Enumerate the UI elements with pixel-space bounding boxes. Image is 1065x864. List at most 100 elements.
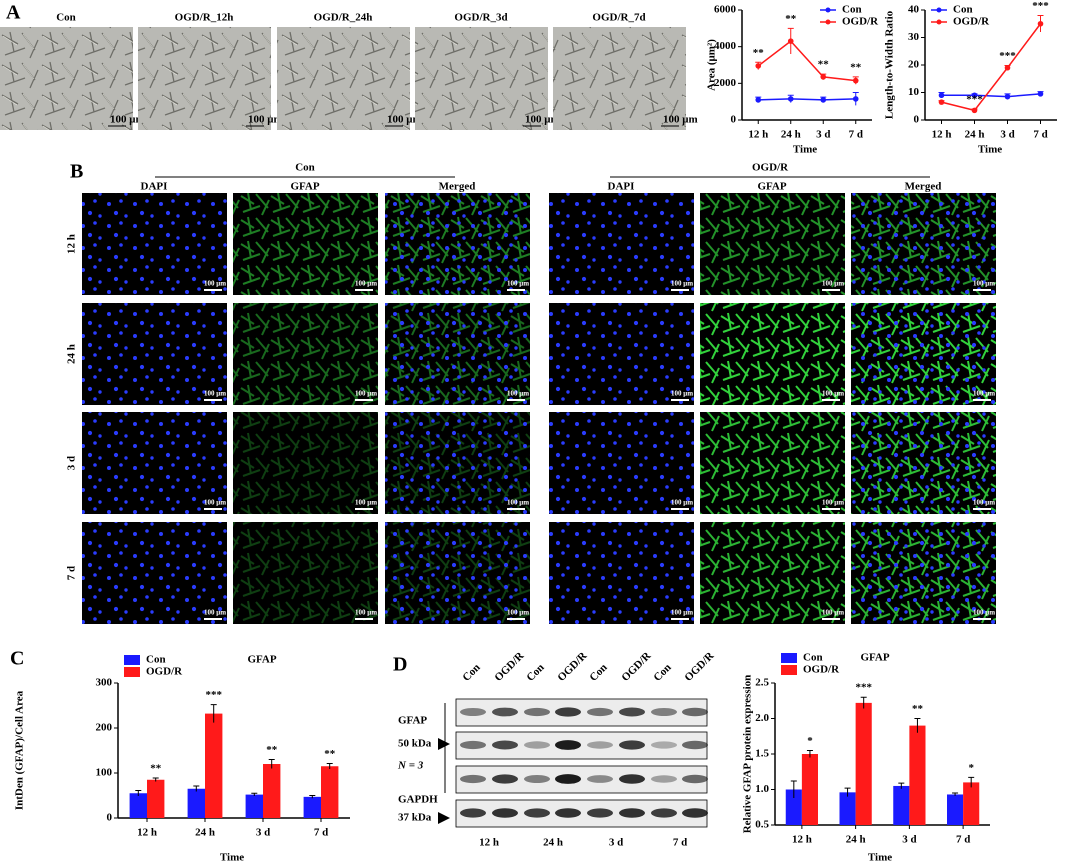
time-label: 12 h (479, 837, 499, 849)
error-bar (790, 780, 797, 799)
x-tick-label: 7 d (849, 129, 863, 141)
scale-label: 100 μm (525, 114, 560, 126)
y-tick-label: 1.0 (755, 783, 769, 795)
image-label: OGD/R_3d (454, 12, 507, 24)
channel-label: Merged (905, 181, 942, 193)
band (524, 741, 550, 749)
error-bar (914, 718, 921, 733)
legend-swatch (825, 7, 831, 13)
band (492, 707, 518, 717)
error-bar (971, 93, 978, 97)
x-tick-label: 3 d (256, 827, 270, 839)
legend-swatch (936, 7, 942, 13)
scale-label: 100 μm (663, 114, 698, 126)
legend-swatch (936, 19, 942, 25)
x-tick-label: 7 d (314, 827, 328, 839)
x-tick-label: 12 h (792, 834, 812, 846)
line (941, 23, 1042, 112)
x-axis-label: Time (220, 852, 244, 864)
channel-label: GFAP (757, 181, 786, 193)
band (524, 707, 550, 717)
dapi-signal (851, 522, 996, 624)
dapi-signal (82, 193, 227, 295)
significance: ** (266, 744, 278, 756)
blot-label: N = 3 (397, 760, 424, 772)
band (492, 740, 518, 750)
x-tick-label: 3 d (1000, 129, 1014, 141)
lane-label: OGD/R (619, 649, 654, 684)
dapi-signal (851, 193, 996, 295)
band (460, 708, 486, 716)
time-label: 24 h (543, 837, 563, 849)
error-bar (844, 787, 851, 797)
dapi-signal (82, 412, 227, 514)
micrograph (277, 27, 410, 130)
error-bar (860, 696, 867, 709)
bar (263, 764, 281, 818)
scale-label: 100 μm (387, 114, 422, 126)
x-axis-label: Time (868, 852, 892, 864)
legend-swatch (124, 667, 140, 677)
lane-label: Con (524, 662, 546, 684)
lane-label: OGD/R (492, 649, 527, 684)
lane-label: Con (651, 662, 673, 684)
scale-label: 100 μm (355, 499, 377, 507)
significance: * (807, 735, 813, 747)
bar (893, 785, 910, 825)
scale-label: 100 μm (507, 499, 529, 507)
dapi-signal (549, 303, 694, 405)
scale-label: 100 μm (973, 609, 995, 617)
error-bar (787, 94, 794, 103)
scale-label: 100 μm (973, 280, 995, 288)
significance: ** (912, 703, 924, 715)
scale-label: 100 μm (822, 390, 844, 398)
bar (839, 792, 856, 825)
significance: ** (850, 61, 862, 73)
band (492, 774, 518, 784)
arrowhead (438, 738, 450, 824)
channel-label: Merged (439, 181, 476, 193)
group-label: Con (295, 162, 315, 174)
error-bar (755, 61, 762, 70)
legend-label: OGD/R (842, 16, 879, 28)
y-tick-label: 4000 (714, 40, 737, 52)
error-bar (193, 785, 200, 792)
error-bar (251, 792, 258, 796)
band (651, 775, 677, 783)
y-tick-label: 200 (96, 722, 113, 734)
dapi-signal (385, 412, 530, 514)
dapi-signal (851, 412, 996, 514)
band (460, 774, 486, 784)
gfap-signal (233, 412, 378, 514)
significance: *** (1032, 0, 1049, 12)
scale-label: 100 μm (355, 280, 377, 288)
significance: ** (785, 13, 797, 25)
bar (909, 725, 926, 825)
blot-label: 37 kDa (398, 812, 432, 824)
y-tick-label: 2.5 (755, 677, 769, 689)
panel-label: A (6, 2, 21, 24)
scale-label: 100 μm (671, 609, 693, 617)
y-tick-label: 0 (731, 114, 737, 126)
dapi-signal (549, 193, 694, 295)
bar (855, 702, 872, 825)
band (619, 740, 645, 750)
scale-label: 100 μm (671, 390, 693, 398)
legend-label: Con (803, 652, 823, 664)
scale-label: 100 μm (973, 390, 995, 398)
band (555, 740, 581, 750)
error-bar (952, 792, 959, 796)
scale-label: 100 μm (248, 114, 283, 126)
error-bar (852, 76, 859, 85)
error-bar (938, 92, 945, 98)
lane-label: Con (587, 662, 609, 684)
image-label: Con (56, 12, 76, 24)
scale-label: 100 μm (204, 280, 226, 288)
panel-label: C (10, 648, 24, 670)
scale-label: 100 μm (671, 280, 693, 288)
band (555, 808, 581, 818)
error-bar (787, 27, 794, 54)
error-bar (326, 763, 333, 769)
error-bar (852, 92, 859, 106)
